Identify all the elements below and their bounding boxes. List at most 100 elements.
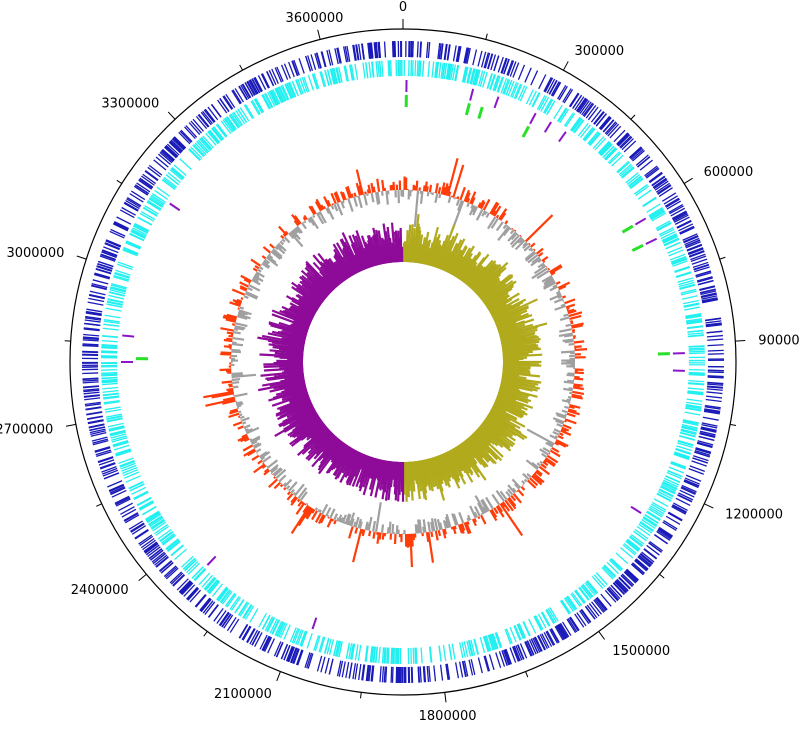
forward-cds	[87, 419, 104, 424]
forward-cds	[354, 663, 359, 680]
forward-cds	[671, 504, 687, 514]
forward-cds	[704, 406, 721, 410]
gc-content-bar	[240, 416, 250, 422]
forward-cds	[85, 315, 102, 320]
forward-cds	[673, 502, 688, 512]
reverse-cds	[663, 237, 679, 246]
reverse-cds	[479, 637, 486, 653]
forward-cds	[123, 202, 139, 212]
gc-content-bar	[471, 518, 477, 527]
reverse-cds	[250, 100, 260, 116]
gc-content-bar	[469, 191, 477, 205]
gc-content-bar	[566, 398, 571, 402]
reverse-cds	[348, 64, 354, 81]
forward-cds	[701, 297, 718, 302]
forward-cds	[247, 80, 256, 96]
gc-content-bar	[360, 528, 364, 535]
reverse-cds	[167, 540, 181, 552]
gc-content-bar	[253, 275, 264, 283]
gc-content-bar	[543, 280, 556, 289]
reverse-cds	[138, 500, 154, 510]
reverse-cds	[319, 71, 325, 88]
forward-cds	[687, 247, 704, 254]
forward-cds	[134, 529, 149, 540]
reverse-cds	[343, 65, 348, 82]
reverse-cds	[137, 216, 153, 226]
gc-content-bar	[254, 265, 260, 270]
gc-content-bar	[231, 350, 241, 354]
reverse-cds	[229, 113, 241, 128]
forward-cds	[328, 49, 334, 66]
forward-cds	[706, 391, 723, 395]
forward-cds	[155, 556, 169, 568]
gc-content-bar	[361, 529, 366, 537]
gc-content-bar	[229, 408, 238, 413]
gc-content-bar	[327, 516, 330, 519]
gc-content-bar	[326, 514, 330, 518]
gc-content-bar	[473, 511, 479, 518]
forward-cds	[115, 498, 131, 507]
gc-content-bar	[490, 202, 500, 216]
forward-cds	[147, 166, 161, 178]
reverse-cds	[461, 66, 467, 83]
reverse-cds	[123, 471, 140, 479]
gc-content-bar	[220, 351, 232, 355]
reverse-cds	[487, 634, 494, 651]
forward-cds	[703, 410, 720, 415]
gc-content-bar	[519, 234, 522, 237]
forward-cds	[145, 544, 160, 556]
gc-content-bar	[291, 213, 301, 226]
reverse-cds	[333, 640, 339, 657]
forward-cds	[700, 427, 717, 433]
gc-content-bar	[355, 182, 361, 196]
gc-content-bar	[481, 210, 487, 217]
reverse-cds	[687, 334, 704, 338]
gc-content-bar	[471, 205, 477, 213]
forward-cds	[90, 430, 106, 436]
reverse-cds	[609, 558, 623, 571]
forward-cds	[621, 573, 635, 586]
reverse-cds	[150, 194, 166, 205]
reverse-cds	[338, 641, 343, 658]
reverse-cds	[557, 108, 568, 123]
reverse-cds	[646, 511, 661, 522]
reverse-cds	[513, 625, 521, 641]
gc-content-bar	[345, 186, 351, 199]
gc-content-bar	[539, 460, 543, 464]
gc-content-bar	[465, 521, 472, 534]
forward-cds	[501, 58, 508, 74]
forward-cds	[204, 108, 216, 123]
reverse-cds	[381, 647, 385, 664]
reverse-cds	[167, 171, 181, 184]
reverse-cds	[497, 77, 505, 93]
gc-content-bar	[314, 507, 319, 511]
forward-cds	[513, 645, 521, 662]
reverse-cds	[327, 69, 333, 86]
gc-content-bar	[522, 472, 530, 481]
gc-content-bar	[222, 396, 235, 402]
forward-cds	[500, 57, 507, 74]
reverse-cds	[532, 92, 541, 108]
forward-cds	[101, 465, 117, 473]
gc-content-bar	[533, 264, 547, 275]
gc-content-bar	[251, 278, 261, 286]
reverse-cds	[125, 240, 142, 249]
forward-cds	[501, 650, 508, 666]
reverse-cds	[472, 69, 478, 85]
reverse-cds	[621, 167, 635, 179]
reverse-cds	[675, 447, 692, 454]
forward-cds	[84, 403, 101, 407]
forward-cds	[690, 255, 707, 263]
gc-content-bar	[236, 402, 244, 407]
forward-cds	[261, 635, 270, 651]
reverse-cds	[625, 172, 639, 184]
reverse-cds	[679, 284, 696, 290]
gc-content-bar	[234, 325, 246, 330]
gc-content-bar	[566, 412, 576, 418]
reverse-cds	[683, 302, 700, 307]
reverse-cds	[492, 633, 499, 649]
forward-cds	[505, 648, 512, 665]
gc-content-bar	[232, 299, 242, 305]
forward-cds	[493, 55, 500, 72]
gc-content-bar	[568, 405, 575, 410]
